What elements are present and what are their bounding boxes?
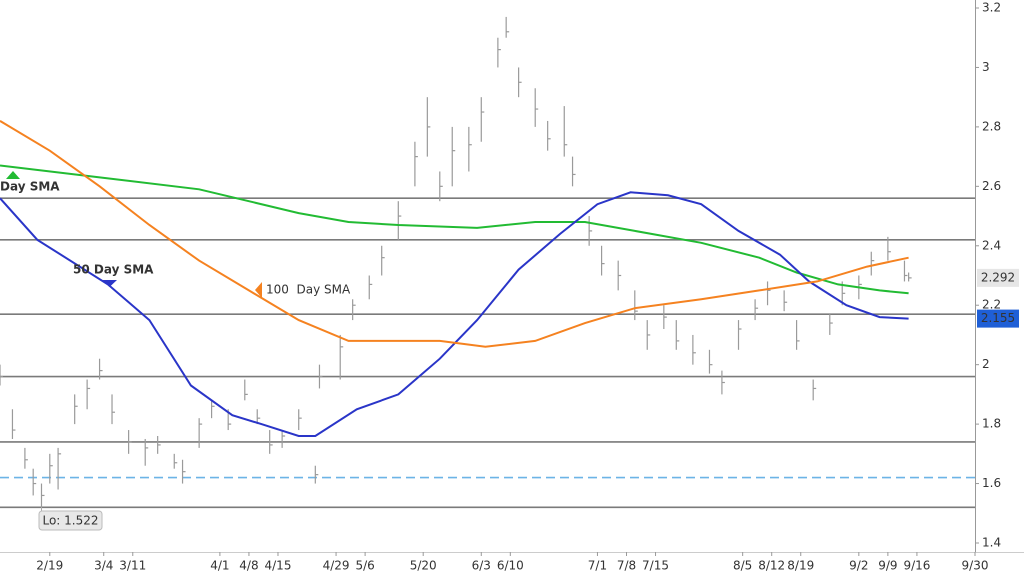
sma-marker [102,280,117,287]
sma-label: Day SMA [0,180,60,194]
price-badge [977,309,1019,328]
x-tick-label: 6/10 [497,559,524,573]
sma-marker [6,171,20,179]
x-tick-label: 7/1 [588,559,607,573]
y-tick-label: 2 [982,357,990,371]
x-tick-label: 9/30 [962,559,989,573]
sma-label: 50 Day SMA [73,263,154,277]
x-tick-label: 4/8 [239,559,258,573]
low-label: Lo: 1.522 [42,514,98,528]
x-tick-label: 7/15 [642,559,669,573]
x-tick-label: 5/20 [410,559,437,573]
y-tick-label: 1.8 [982,417,1001,431]
x-tick-label: 9/9 [878,559,897,573]
x-tick-label: 8/12 [758,559,785,573]
sma-marker [255,282,262,298]
sma-line [0,164,909,295]
y-tick-label: 3 [982,60,990,74]
x-tick-label: 2/19 [36,559,63,573]
x-tick-label: 4/1 [210,559,229,573]
y-tick-label: 2.2 [982,298,1001,312]
x-tick-label: 9/16 [903,559,930,573]
sma-line [0,120,909,348]
y-tick-label: 2.6 [982,179,1001,193]
y-tick-label: 1.6 [982,476,1001,490]
price-badge [977,268,1019,287]
price-badge-label: 2.155 [981,311,1015,325]
y-tick-label: 2.8 [982,119,1001,133]
y-tick-label: 1.4 [982,536,1001,550]
x-tick-label: 8/19 [787,559,814,573]
y-tick-label: 3.2 [982,1,1001,15]
x-tick-label: 3/4 [94,559,113,573]
sma-label: 100 Day SMA [266,283,351,297]
x-tick-label: 9/2 [849,559,868,573]
x-tick-label: 4/15 [265,559,292,573]
sma-line [0,191,909,437]
x-tick-label: 5/6 [355,559,374,573]
price-badge-label: 2.292 [981,270,1015,284]
x-tick-label: 7/8 [617,559,636,573]
x-tick-label: 4/29 [323,559,350,573]
x-tick-label: 6/3 [472,559,491,573]
x-tick-label: 8/5 [733,559,752,573]
y-tick-label: 2.4 [982,238,1001,252]
x-tick-label: 3/11 [119,559,146,573]
low-box [38,510,103,531]
